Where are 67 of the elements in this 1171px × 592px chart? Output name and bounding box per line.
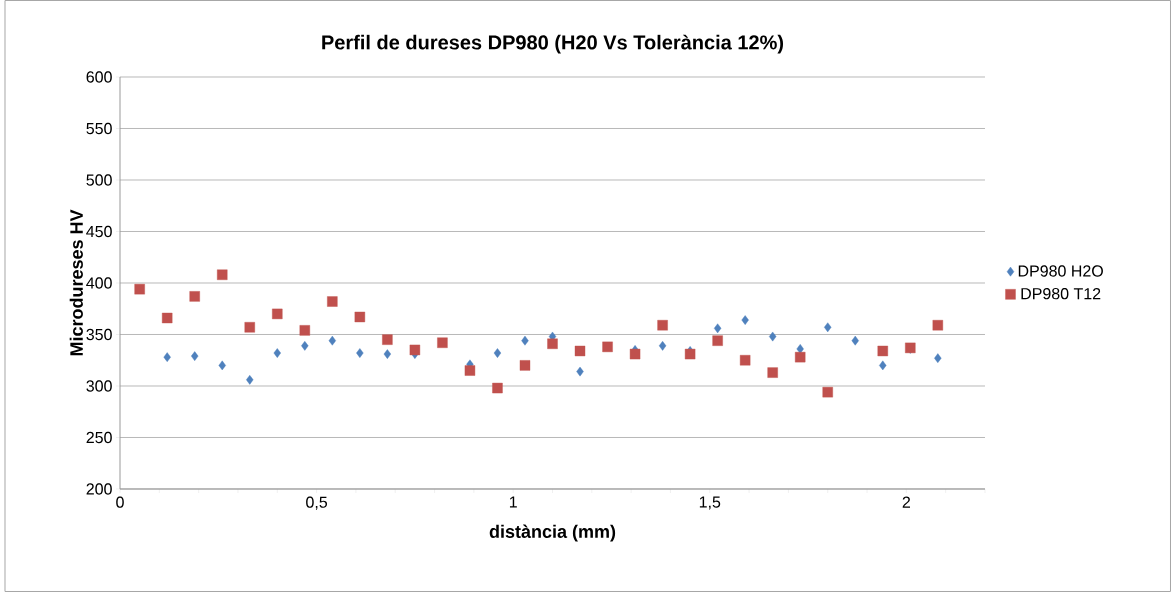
point [574, 345, 586, 357]
y-tick-label: 450 [86, 225, 112, 238]
point [301, 341, 309, 351]
chart-title: Perfil de dureses DP980 (H20 Vs Tolerància 12%) [322, 34, 784, 54]
x-tick-label: 1 [509, 496, 517, 508]
y-tick-label: 600 [86, 71, 112, 83]
point [409, 344, 421, 356]
point [273, 348, 281, 358]
point [493, 348, 502, 358]
point [244, 322, 255, 333]
point [383, 349, 392, 359]
point [767, 367, 778, 378]
point [437, 337, 448, 348]
point [851, 335, 859, 346]
legend-label: DP980 T12 [1021, 288, 1101, 300]
y-axis-title: Microdureses HV [69, 209, 83, 356]
point [191, 351, 199, 361]
y-tick-label: 200 [86, 483, 112, 495]
y-tick-label: 550 [86, 122, 112, 135]
point [576, 366, 584, 377]
y-tick-label: 400 [86, 277, 112, 289]
point [879, 360, 887, 371]
point [877, 345, 888, 357]
point [246, 375, 254, 385]
point [218, 360, 226, 371]
x-tick-label: 1,5 [699, 496, 721, 510]
point [547, 338, 558, 349]
point [684, 348, 696, 360]
point [521, 335, 529, 346]
point [299, 325, 310, 336]
point [134, 283, 145, 295]
point [189, 291, 200, 302]
point [356, 348, 364, 358]
y-tick-label: 350 [86, 328, 112, 341]
point [932, 320, 944, 331]
point [822, 386, 833, 398]
point [492, 382, 503, 394]
point [713, 323, 722, 334]
legend-label: DP980 H2O [1018, 265, 1103, 277]
y-tick-label: 300 [86, 380, 112, 392]
point [354, 311, 366, 323]
point [272, 308, 283, 320]
point [712, 335, 723, 346]
x-tick-label: 2 [902, 496, 910, 508]
point [739, 355, 751, 366]
x-axis-title: distància (mm) [489, 524, 616, 542]
point [769, 331, 777, 342]
point [161, 312, 173, 324]
point [382, 334, 393, 345]
point [519, 360, 531, 371]
point [934, 353, 942, 363]
point [327, 296, 338, 307]
point [795, 351, 806, 363]
y-tick-label: 250 [86, 431, 112, 444]
point [217, 269, 228, 280]
x-tick-label: 0,5 [306, 496, 328, 510]
point [163, 352, 171, 362]
x-tick-label: 0 [116, 496, 124, 508]
point [824, 322, 832, 333]
point [657, 320, 668, 331]
point [741, 315, 749, 325]
point [328, 335, 336, 346]
point [629, 348, 641, 360]
point [464, 365, 476, 376]
y-tick-label: 500 [86, 174, 112, 186]
point [602, 341, 613, 353]
point [658, 341, 667, 351]
